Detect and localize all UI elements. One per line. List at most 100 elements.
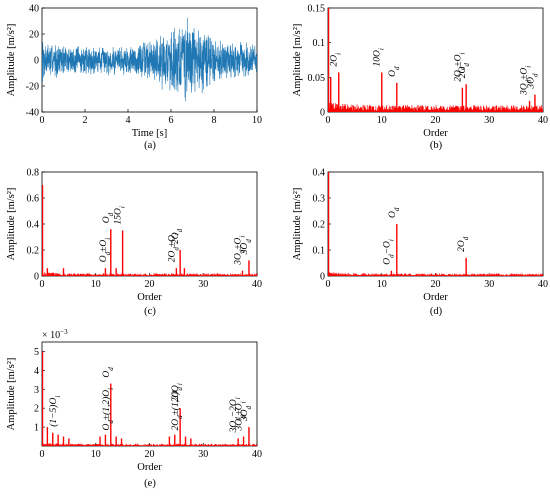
x-tick-label: 30 <box>484 115 494 126</box>
annotation-subscript: i <box>107 388 115 390</box>
annotation-label: (1−5)Oi <box>48 396 62 427</box>
annotation-text: ±O <box>167 235 177 247</box>
y-tick-label: 0.1 <box>313 38 326 49</box>
annotation-label: 3Od±Oi <box>233 236 246 266</box>
annotation-subscript: i <box>176 383 184 385</box>
annotation-subscript: i <box>119 206 127 208</box>
y-tick-label: 3 <box>34 385 39 396</box>
x-tick-label: 10 <box>377 115 387 126</box>
x-axis-label: Order <box>137 292 162 303</box>
annotation-text: ±O <box>99 240 109 252</box>
x-tick-label: 10 <box>91 279 101 290</box>
x-tick-label: 2 <box>83 115 88 126</box>
annotation-text: O <box>99 255 109 262</box>
x-tick-label: 40 <box>252 279 262 290</box>
annotation-text: 2O <box>330 55 340 67</box>
annotation-text: 2O <box>171 419 181 431</box>
x-tick-label: 20 <box>145 279 155 290</box>
noise-floor <box>328 272 543 276</box>
y-tick-label: 4 <box>34 366 39 377</box>
annotation-label: 3Od <box>526 73 539 90</box>
panel-label-c: (c) <box>144 306 156 317</box>
x-axis-label: Order <box>423 128 448 139</box>
y-tick-label: 0.6 <box>27 194 40 205</box>
annotation-text: 3O <box>229 421 239 434</box>
x-tick-label: 0 <box>40 279 45 290</box>
y-axis-exponent: × 10−3 <box>42 328 68 341</box>
annotation-subscript: i <box>335 53 343 55</box>
y-tick-label: 0.15 <box>308 4 326 15</box>
annotation-subscript: d <box>104 251 112 255</box>
annotation-subscript: d <box>176 387 184 391</box>
y-tick-label: 0.05 <box>308 73 326 84</box>
panel-a: 0 2 4 6 8 10 -40 -20 0 20 40 Time [s] Amplitude [m/s… <box>6 4 262 140</box>
annotation-label: 3Od−2Oi <box>229 397 242 433</box>
noise-floor <box>328 102 543 112</box>
annotations: (1−5)OiOd±(1,2)OiOd2Od±(1,2)Oi2Od3Od−2Oi… <box>48 367 253 434</box>
annotation-subscript: d <box>107 367 115 371</box>
x-axis-label: Order <box>137 462 162 473</box>
y-tick-label: 0.4 <box>313 168 326 179</box>
x-tick-label: 20 <box>431 115 441 126</box>
annotation-label: 3Od <box>240 405 253 422</box>
annotation-subscript: i <box>238 236 246 238</box>
y-axis-label: Amplitude [m/s²] <box>6 24 17 97</box>
x-tick-label: 0 <box>40 115 45 126</box>
y-tick-label: 40 <box>29 4 39 15</box>
y-tick-label: 20 <box>29 30 39 41</box>
annotation-text: O <box>388 211 398 218</box>
annotation-label: Od−Oi <box>382 239 395 265</box>
annotation-subscript: d <box>238 249 246 253</box>
y-tick-label: 0 <box>34 56 39 67</box>
annotation-subscript: i <box>458 53 466 55</box>
plot-frame <box>41 171 258 277</box>
y-tick-label: 0.4 <box>27 220 40 231</box>
annotation-text: ±O <box>519 68 529 80</box>
y-tick-label: 2 <box>34 404 39 415</box>
annotation-text: 2O <box>171 390 181 402</box>
plot-frame <box>41 341 258 447</box>
annotation-text: −2O <box>229 399 239 417</box>
x-tick-label: 8 <box>212 115 217 126</box>
annotation-label: 2Od <box>458 63 471 79</box>
exponent-power: −3 <box>60 328 68 336</box>
annotation-label: 2Od±(1,2)Oi <box>170 383 184 430</box>
annotation-subscript: d <box>531 73 539 77</box>
x-tick-label: 20 <box>431 279 441 290</box>
annotation-label: 2Oi <box>330 53 343 67</box>
y-tick-label: 0 <box>320 272 325 283</box>
x-tick-label: 40 <box>538 279 548 290</box>
x-axis-label: Order <box>423 292 448 303</box>
y-tick-label: -40 <box>26 108 39 119</box>
annotation-label: Od±Oi <box>99 238 112 262</box>
annotation-label: Od±(1,2)Oi <box>101 388 115 431</box>
annotation-subscript: d <box>245 239 253 243</box>
annotation-subscript: d <box>240 415 248 419</box>
annotation-subscript: d <box>172 247 180 251</box>
annotation-subscript: i <box>234 397 242 399</box>
annotation-subscript: d <box>524 79 532 83</box>
y-tick-label: 0.8 <box>27 168 40 179</box>
annotation-label: 2Od <box>171 228 184 244</box>
annotation-subscript: d <box>393 207 401 211</box>
annotation-subscript: d <box>393 66 401 70</box>
annotation-label: 3Od±Oi <box>519 66 532 96</box>
annotation-text: ±(1,2)O <box>101 390 112 420</box>
y-axis-label: Amplitude [m/s²] <box>292 188 303 261</box>
plot-frame <box>327 171 544 277</box>
annotation-label: 2Od±Oi <box>453 53 466 82</box>
y-tick-label: 0.1 <box>313 246 326 257</box>
plot-area <box>42 17 257 102</box>
y-tick-label: -20 <box>26 82 39 93</box>
annotation-subscript: d <box>387 254 395 258</box>
noise-floor <box>42 272 257 276</box>
annotation-label: 2Od <box>171 387 184 403</box>
annotation-text: 3O <box>235 419 245 432</box>
exponent-base: × 10 <box>42 330 60 341</box>
panel-label-d: (d) <box>430 306 443 317</box>
annotation-subscript: d <box>234 417 242 421</box>
y-tick-label: 0.2 <box>313 220 326 231</box>
annotation-text: 10O <box>373 50 383 67</box>
